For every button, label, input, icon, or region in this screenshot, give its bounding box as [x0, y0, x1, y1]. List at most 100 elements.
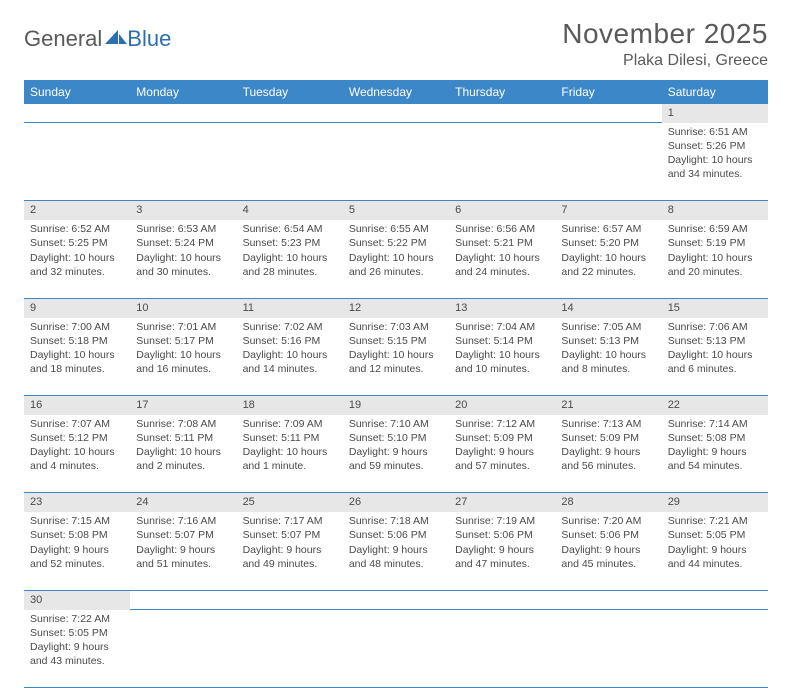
daylight-text: and 34 minutes.	[668, 167, 762, 181]
empty-cell	[130, 104, 236, 123]
daylight-text: and 47 minutes.	[455, 557, 549, 571]
day-header: Sunday	[24, 80, 130, 104]
sunrise-text: Sunrise: 7:03 AM	[349, 320, 443, 334]
sunset-text: Sunset: 5:19 PM	[668, 236, 762, 250]
sunrise-text: Sunrise: 6:59 AM	[668, 222, 762, 236]
empty-cell	[130, 123, 236, 201]
day-number: 30	[24, 590, 130, 609]
day-number: 21	[555, 396, 661, 415]
day-cell: Sunrise: 7:10 AMSunset: 5:10 PMDaylight:…	[343, 415, 449, 493]
sunrise-text: Sunrise: 6:55 AM	[349, 222, 443, 236]
day-cell: Sunrise: 7:08 AMSunset: 5:11 PMDaylight:…	[130, 415, 236, 493]
sunset-text: Sunset: 5:14 PM	[455, 334, 549, 348]
day-number: 14	[555, 298, 661, 317]
empty-cell	[555, 123, 661, 201]
sunrise-text: Sunrise: 7:05 AM	[561, 320, 655, 334]
sunrise-text: Sunrise: 7:19 AM	[455, 514, 549, 528]
week-row: Sunrise: 7:15 AMSunset: 5:08 PMDaylight:…	[24, 512, 768, 590]
daylight-text: Daylight: 9 hours	[668, 543, 762, 557]
daylight-text: Daylight: 9 hours	[136, 543, 230, 557]
day-header: Wednesday	[343, 80, 449, 104]
day-number: 20	[449, 396, 555, 415]
daynum-row: 1	[24, 104, 768, 123]
empty-cell	[343, 123, 449, 201]
sunrise-text: Sunrise: 7:10 AM	[349, 417, 443, 431]
day-number: 10	[130, 298, 236, 317]
daylight-text: Daylight: 10 hours	[561, 251, 655, 265]
sunrise-text: Sunrise: 7:16 AM	[136, 514, 230, 528]
day-cell: Sunrise: 6:59 AMSunset: 5:19 PMDaylight:…	[662, 220, 768, 298]
day-cell: Sunrise: 7:04 AMSunset: 5:14 PMDaylight:…	[449, 318, 555, 396]
daylight-text: Daylight: 10 hours	[349, 348, 443, 362]
sunset-text: Sunset: 5:17 PM	[136, 334, 230, 348]
sunset-text: Sunset: 5:18 PM	[30, 334, 124, 348]
empty-cell	[130, 610, 236, 688]
day-cell: Sunrise: 6:51 AMSunset: 5:26 PMDaylight:…	[662, 123, 768, 201]
day-cell: Sunrise: 6:55 AMSunset: 5:22 PMDaylight:…	[343, 220, 449, 298]
daylight-text: Daylight: 10 hours	[243, 445, 337, 459]
day-number: 12	[343, 298, 449, 317]
daylight-text: and 8 minutes.	[561, 362, 655, 376]
daylight-text: Daylight: 10 hours	[455, 251, 549, 265]
calendar-table: SundayMondayTuesdayWednesdayThursdayFrid…	[24, 80, 768, 688]
day-cell: Sunrise: 6:56 AMSunset: 5:21 PMDaylight:…	[449, 220, 555, 298]
daylight-text: and 32 minutes.	[30, 265, 124, 279]
empty-cell	[555, 610, 661, 688]
daylight-text: Daylight: 9 hours	[455, 445, 549, 459]
sunset-text: Sunset: 5:11 PM	[243, 431, 337, 445]
daylight-text: Daylight: 9 hours	[349, 543, 443, 557]
sunrise-text: Sunrise: 7:13 AM	[561, 417, 655, 431]
empty-cell	[662, 610, 768, 688]
empty-cell	[449, 590, 555, 609]
daylight-text: Daylight: 10 hours	[243, 348, 337, 362]
day-number: 29	[662, 493, 768, 512]
daylight-text: Daylight: 10 hours	[668, 153, 762, 167]
daylight-text: and 12 minutes.	[349, 362, 443, 376]
sunset-text: Sunset: 5:07 PM	[136, 528, 230, 542]
day-number: 15	[662, 298, 768, 317]
day-cell: Sunrise: 7:02 AMSunset: 5:16 PMDaylight:…	[237, 318, 343, 396]
day-cell: Sunrise: 7:18 AMSunset: 5:06 PMDaylight:…	[343, 512, 449, 590]
daylight-text: and 28 minutes.	[243, 265, 337, 279]
sunset-text: Sunset: 5:06 PM	[561, 528, 655, 542]
sunrise-text: Sunrise: 6:53 AM	[136, 222, 230, 236]
day-cell: Sunrise: 6:52 AMSunset: 5:25 PMDaylight:…	[24, 220, 130, 298]
sunrise-text: Sunrise: 7:18 AM	[349, 514, 443, 528]
daylight-text: Daylight: 10 hours	[668, 251, 762, 265]
day-header: Tuesday	[237, 80, 343, 104]
day-number: 24	[130, 493, 236, 512]
day-number: 27	[449, 493, 555, 512]
daylight-text: Daylight: 10 hours	[349, 251, 443, 265]
day-number: 25	[237, 493, 343, 512]
sunrise-text: Sunrise: 7:02 AM	[243, 320, 337, 334]
day-cell: Sunrise: 7:12 AMSunset: 5:09 PMDaylight:…	[449, 415, 555, 493]
empty-cell	[24, 123, 130, 201]
daylight-text: Daylight: 9 hours	[455, 543, 549, 557]
day-number: 19	[343, 396, 449, 415]
daylight-text: and 26 minutes.	[349, 265, 443, 279]
sunset-text: Sunset: 5:26 PM	[668, 139, 762, 153]
sunset-text: Sunset: 5:05 PM	[30, 626, 124, 640]
sunset-text: Sunset: 5:21 PM	[455, 236, 549, 250]
daynum-row: 23242526272829	[24, 493, 768, 512]
sunrise-text: Sunrise: 7:22 AM	[30, 612, 124, 626]
daylight-text: Daylight: 9 hours	[30, 640, 124, 654]
daylight-text: Daylight: 10 hours	[136, 348, 230, 362]
day-cell: Sunrise: 7:09 AMSunset: 5:11 PMDaylight:…	[237, 415, 343, 493]
day-cell: Sunrise: 7:15 AMSunset: 5:08 PMDaylight:…	[24, 512, 130, 590]
sunrise-text: Sunrise: 6:56 AM	[455, 222, 549, 236]
daylight-text: and 22 minutes.	[561, 265, 655, 279]
daylight-text: Daylight: 10 hours	[243, 251, 337, 265]
day-number: 26	[343, 493, 449, 512]
sunrise-text: Sunrise: 7:04 AM	[455, 320, 549, 334]
daylight-text: Daylight: 10 hours	[668, 348, 762, 362]
daylight-text: and 30 minutes.	[136, 265, 230, 279]
day-cell: Sunrise: 6:57 AMSunset: 5:20 PMDaylight:…	[555, 220, 661, 298]
day-number: 4	[237, 201, 343, 220]
daylight-text: and 10 minutes.	[455, 362, 549, 376]
day-cell: Sunrise: 7:17 AMSunset: 5:07 PMDaylight:…	[237, 512, 343, 590]
empty-cell	[449, 104, 555, 123]
daylight-text: Daylight: 10 hours	[30, 251, 124, 265]
logo-text-general: General	[24, 26, 102, 52]
daylight-text: and 57 minutes.	[455, 459, 549, 473]
